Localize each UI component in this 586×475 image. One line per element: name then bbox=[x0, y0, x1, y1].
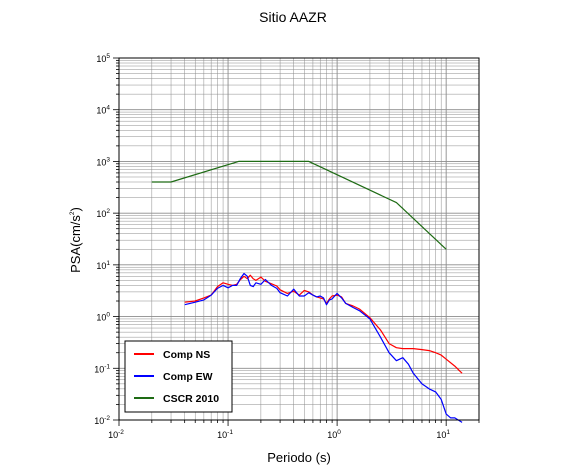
y-tick-label: 101 bbox=[96, 260, 110, 271]
y-tick-label: 10-1 bbox=[94, 363, 110, 374]
legend-label: Comp NS bbox=[163, 349, 210, 361]
y-tick-exp: 4 bbox=[106, 105, 110, 112]
y-tick-base: 10 bbox=[94, 416, 104, 426]
x-tick-label: 101 bbox=[436, 429, 450, 440]
y-tick-label: 100 bbox=[96, 312, 110, 323]
y-tick-base: 10 bbox=[96, 209, 106, 219]
series-line-2 bbox=[151, 160, 447, 250]
y-tick-label: 104 bbox=[96, 105, 110, 116]
legend: Comp NS Comp EW CSCR 2010 bbox=[124, 340, 233, 413]
y-tick-exp: 1 bbox=[106, 260, 110, 267]
legend-label: CSCR 2010 bbox=[163, 393, 219, 405]
x-tick-exp: -1 bbox=[227, 429, 233, 436]
y-tick-exp: -1 bbox=[104, 363, 110, 370]
y-tick-exp: 5 bbox=[106, 53, 110, 60]
y-tick-base: 10 bbox=[96, 313, 106, 323]
x-tick-label: 100 bbox=[327, 429, 341, 440]
x-tick-label: 10-2 bbox=[108, 429, 124, 440]
y-tick-exp: 3 bbox=[106, 156, 110, 163]
series-line-1 bbox=[184, 272, 463, 423]
x-tick-exp: 0 bbox=[337, 429, 341, 436]
x-tick-exp: -2 bbox=[118, 429, 124, 436]
x-tick-exp: 1 bbox=[446, 429, 450, 436]
series-layer bbox=[151, 160, 463, 423]
y-axis-label-exp: 2 bbox=[69, 211, 76, 215]
x-ticks: 10-2 10-1 100 101 bbox=[108, 420, 480, 440]
x-tick-base: 10 bbox=[436, 430, 446, 440]
y-tick-label: 10-2 bbox=[94, 415, 110, 426]
y-tick-label: 102 bbox=[96, 208, 110, 219]
chart-title: Sitio AAZR bbox=[259, 9, 327, 25]
y-tick-base: 10 bbox=[96, 106, 106, 116]
y-tick-exp: 2 bbox=[106, 208, 110, 215]
plot-frame bbox=[118, 57, 480, 421]
y-axis-label-base: PSA(cm/s bbox=[68, 215, 83, 273]
y-tick-base: 10 bbox=[94, 364, 104, 374]
x-tick-base: 10 bbox=[217, 430, 227, 440]
x-tick-base: 10 bbox=[108, 430, 118, 440]
legend-label: Comp EW bbox=[163, 371, 213, 383]
y-axis-label: PSA(cm/s2) bbox=[68, 207, 83, 273]
y-tick-exp: -2 bbox=[104, 415, 110, 422]
y-tick-base: 10 bbox=[96, 261, 106, 271]
x-axis-label: Periodo (s) bbox=[267, 450, 331, 465]
x-tick-label: 10-1 bbox=[217, 429, 233, 440]
x-tick-base: 10 bbox=[327, 430, 337, 440]
y-tick-label: 105 bbox=[96, 53, 110, 64]
y-tick-exp: 0 bbox=[106, 312, 110, 319]
y-axis-label-end: ) bbox=[68, 207, 83, 211]
y-tick-label: 103 bbox=[96, 156, 110, 167]
y-tick-base: 10 bbox=[96, 157, 106, 167]
y-tick-base: 10 bbox=[96, 54, 106, 64]
